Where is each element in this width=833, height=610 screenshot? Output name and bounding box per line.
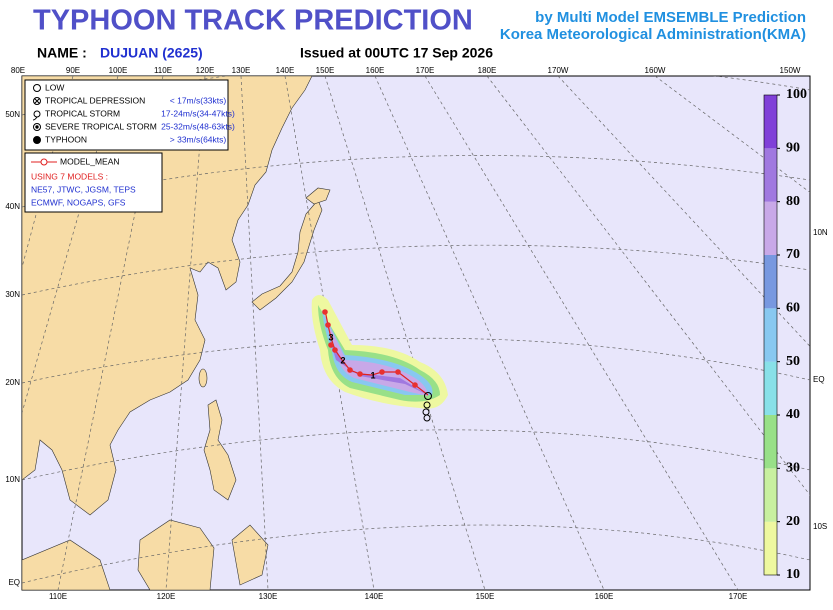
colorbar-label: 100: [786, 87, 807, 102]
colorbar-bin: [764, 468, 777, 522]
lon-label: 120E: [196, 66, 215, 75]
colorbar-label: 40: [786, 407, 800, 422]
lon-label: 100E: [109, 66, 128, 75]
lon-label: 150W: [780, 66, 801, 75]
colorbar-bin: [764, 255, 777, 309]
lon-label: 130E: [232, 66, 251, 75]
day-labels: 1 2 3: [328, 332, 375, 380]
lon-label: 150E: [476, 592, 495, 601]
issued: Issued at 00UTC 17 Sep 2026: [300, 45, 493, 61]
lon-label: 90E: [66, 66, 80, 75]
lon-label: 80E: [11, 66, 25, 75]
legend-range: 17-24m/s(34-47kts): [161, 108, 235, 118]
legend-label: SEVERE TROPICAL STORM: [45, 121, 157, 131]
lat-label: 10S: [813, 522, 827, 531]
lon-label: 160E: [366, 66, 385, 75]
mean-track: [322, 309, 432, 422]
legend-label: TYPHOON: [45, 134, 87, 144]
model-box: [24, 152, 163, 213]
lon-label: 170E: [729, 592, 748, 601]
colorbar-bin: [764, 201, 777, 255]
colorbar: 10 20 30 40 50 60 70 80 90 100: [763, 87, 807, 582]
colorbar-bin: [764, 361, 777, 415]
lat-label: 50N: [5, 110, 20, 119]
lon-label: 180E: [478, 66, 497, 75]
lon-label: 110E: [49, 592, 67, 601]
legend-label: TROPICAL DEPRESSION: [45, 95, 145, 105]
colorbar-label: 20: [786, 514, 800, 529]
day-label: 1: [370, 370, 375, 380]
name-label: NAME :: [37, 45, 87, 61]
legend-range: < 17m/s(33kts): [170, 95, 227, 105]
colorbar-bin: [764, 415, 777, 469]
source-line: by Multi Model EMSEMBLE Prediction: [535, 9, 806, 26]
lon-label: 170E: [416, 66, 435, 75]
lon-label: 160W: [645, 66, 666, 75]
colorbar-bin: [764, 95, 777, 149]
lon-label: 150E: [316, 66, 335, 75]
axis-labels: 80E 90E 100E 110E 120E 130E 140E 150E 160E 170E 18…: [5, 66, 828, 601]
lat-label: 40N: [5, 202, 20, 211]
colorbar-frame: [763, 94, 778, 576]
colorbar-bin: [764, 148, 777, 202]
models-title: USING 7 MODELS :: [31, 171, 108, 181]
lon-label: 140E: [276, 66, 295, 75]
lat-label: 20N: [5, 378, 20, 387]
lon-label: 170W: [548, 66, 569, 75]
title: TYPHOON TRACK PREDICTION: [33, 5, 473, 37]
model-mean-label: MODEL_MEAN: [60, 156, 120, 166]
colorbar-label: 60: [786, 301, 800, 316]
lat-label: 10N: [5, 475, 20, 484]
lon-label: 110E: [154, 66, 172, 75]
legend-range: 25-32m/s(48-63kts): [161, 121, 235, 131]
colorbar-bin: [764, 308, 777, 362]
lat-label: EQ: [8, 578, 20, 587]
models-list: ECMWF, NOGAPS, GFS: [31, 197, 126, 207]
mean-legend-marker: [40, 158, 48, 166]
day-label: 2: [340, 355, 345, 365]
colorbar-label: 50: [786, 354, 800, 369]
colorbar-label: 80: [786, 194, 800, 209]
storm-name: DUJUAN (2625): [100, 45, 203, 61]
legend-range: > 33m/s(64kts): [170, 134, 227, 144]
legend-box: [24, 79, 229, 151]
legend: LOW TROPICAL DEPRESSION < 17m/s(33kts) TROP…: [24, 79, 235, 213]
lon-label: 160E: [595, 592, 614, 601]
day-label: 3: [328, 332, 333, 342]
lat-label: 30N: [5, 290, 20, 299]
colorbar-label: 90: [786, 141, 800, 156]
legend-label: LOW: [45, 82, 64, 92]
source-line: Korea Meteorological Administration(KMA): [500, 26, 806, 43]
colorbar-bin: [764, 521, 777, 575]
lon-label: 130E: [259, 592, 278, 601]
models-list: NE57, JTWC, JGSM, TEPS: [31, 184, 136, 194]
legend-label: TROPICAL STORM: [45, 108, 120, 118]
colorbar-label: 70: [786, 247, 800, 262]
lon-label: 120E: [157, 592, 176, 601]
colorbar-label: 30: [786, 461, 800, 476]
colorbar-label: 10: [786, 567, 800, 582]
lat-label: 10N: [813, 228, 828, 237]
lat-label: EQ: [813, 375, 825, 384]
graticule: [22, 76, 810, 590]
lon-label: 140E: [365, 592, 384, 601]
